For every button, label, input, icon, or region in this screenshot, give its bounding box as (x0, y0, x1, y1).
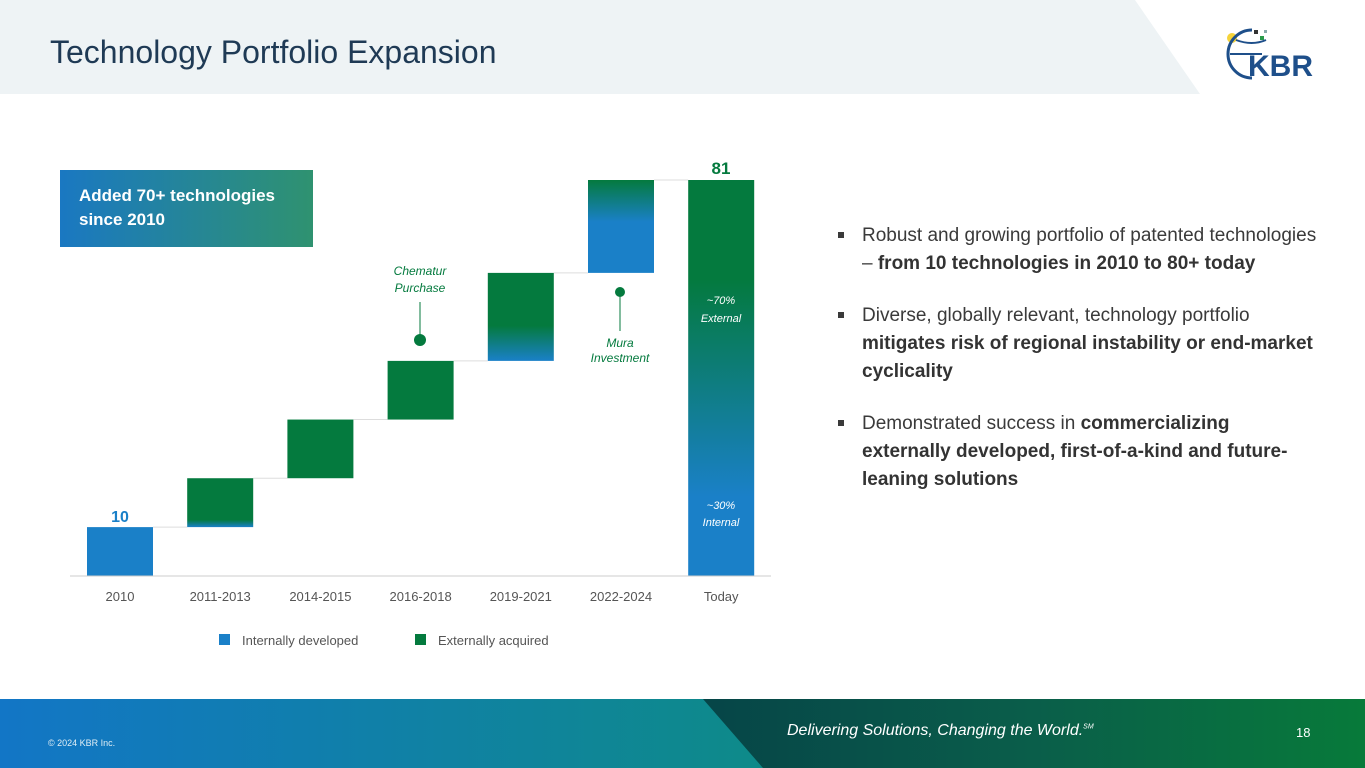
tagline-text: Delivering Solutions, Changing the World… (787, 722, 1084, 739)
x-tick-label: 2016-2018 (390, 589, 452, 604)
bullet-bold: mitigates risk of regional instability o… (862, 333, 1313, 382)
bullet-item: Robust and growing portfolio of patented… (838, 222, 1318, 278)
bar-2022-2024 (588, 180, 654, 273)
legend-swatch-internal (219, 634, 230, 645)
footer: © 2024 KBR Inc. Delivering Solutions, Ch… (0, 699, 1365, 768)
callout-line1: Added 70+ technologies (79, 186, 276, 205)
annotation-chematur-2: Purchase (395, 281, 446, 295)
svg-text:KBR: KBR (1248, 50, 1313, 80)
page-number: 18 (1296, 725, 1311, 740)
bullet-item: Diverse, globally relevant, technology p… (838, 302, 1318, 386)
legend-swatch-external (415, 634, 426, 645)
footer-dark-band (703, 699, 1365, 768)
copyright: © 2024 KBR Inc. (48, 738, 116, 748)
bullet-text: Robust and growing portfolio of patented… (862, 225, 1317, 274)
bullet-bold: commercializing externally developed, fi… (862, 413, 1288, 490)
annotation-mura-1: Mura (606, 336, 634, 350)
callout-line2: since 2010 (79, 210, 166, 229)
bullet-marker (838, 232, 844, 238)
bullet-list: Robust and growing portfolio of patented… (838, 222, 1318, 518)
annotation-chematur-1: Chematur (394, 264, 448, 278)
header: Technology Portfolio Expansion KBR (0, 0, 1365, 94)
bullet-marker (838, 420, 844, 426)
service-mark: SM (1083, 723, 1094, 731)
legend-label-external: Externally acquired (438, 633, 549, 648)
bar-2019-2021 (487, 272, 554, 361)
bar-2011-2013 (187, 478, 254, 528)
bar-2014-2015 (287, 419, 354, 479)
annotation-chematur-dot (414, 334, 426, 346)
bullet-marker (838, 312, 844, 318)
today-external-label: External (701, 313, 742, 325)
bullet-item: Demonstrated success in commercializing … (838, 410, 1318, 494)
bar-Today (688, 180, 755, 576)
today-external-pct: ~70% (707, 295, 736, 307)
bullet-text: Demonstrated success in (862, 413, 1081, 434)
x-tick-label: 2014-2015 (289, 589, 351, 604)
annotation-mura-2: Investment (591, 351, 650, 365)
today-internal-label: Internal (703, 517, 740, 529)
tagline: Delivering Solutions, Changing the World… (787, 722, 1094, 740)
bar-2010 (87, 527, 153, 576)
bullet-text: Diverse, globally relevant, technology p… (862, 305, 1250, 326)
x-tick-label: 2010 (106, 589, 135, 604)
callout-box: Added 70+ technologies since 2010 (60, 170, 313, 247)
legend-label-internal: Internally developed (242, 633, 358, 648)
today-internal-pct: ~30% (707, 500, 736, 512)
data-label-today: 81 (712, 159, 731, 178)
bullet-bold: from 10 technologies in 2010 to 80+ toda… (877, 253, 1256, 274)
x-tick-label: Today (704, 589, 739, 604)
header-band (0, 0, 1200, 94)
x-tick-label: 2011-2013 (190, 589, 251, 604)
bar-2016-2018 (387, 360, 454, 420)
data-label-2010: 10 (111, 509, 129, 526)
x-tick-label: 2019-2021 (490, 589, 552, 604)
kbr-logo: KBR (1226, 28, 1313, 80)
waterfall-chart: 2010 2011-2013 2014-2015 2016-2018 2019-2021… (70, 159, 771, 648)
page-title: Technology Portfolio Expansion (50, 34, 497, 70)
x-tick-label: 2022-2024 (590, 589, 652, 604)
